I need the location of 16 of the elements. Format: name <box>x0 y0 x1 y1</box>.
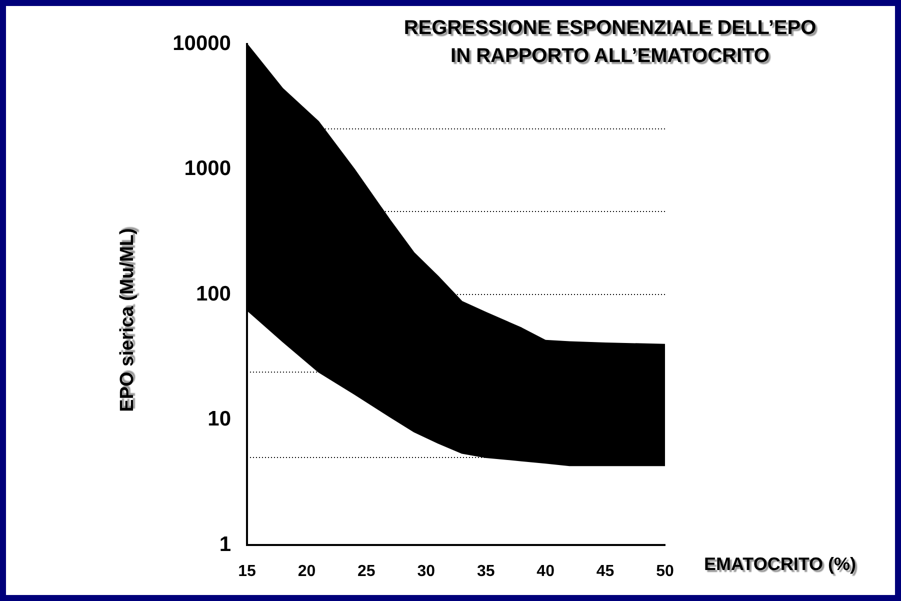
y-tick-label: 1 <box>219 532 232 556</box>
chart-title: REGRESSIONE ESPONENZIALE DELL’EPO IN RAPPORTO ALL’EMATOCRITO <box>402 16 818 69</box>
x-tick-label: 30 <box>417 563 436 580</box>
y-tick-label: 10000 <box>172 32 231 55</box>
y-tick-label: 1000 <box>184 157 231 180</box>
x-tick-label: 35 <box>476 563 495 580</box>
x-axis-title: EMATOCRITO (%) <box>704 554 856 575</box>
x-tick-label: 45 <box>596 563 614 580</box>
x-tick-label: 20 <box>298 563 316 580</box>
y-tick-label: 10 <box>208 408 231 431</box>
x-tick-label: 50 <box>656 563 674 580</box>
x-tick-label: 40 <box>536 563 555 580</box>
y-tick-label: 100 <box>196 282 231 306</box>
x-tick-label: 15 <box>238 563 256 580</box>
y-axis-title: EPO sierica (Mu/ML) <box>117 228 139 412</box>
x-tick-label: 25 <box>358 563 376 580</box>
